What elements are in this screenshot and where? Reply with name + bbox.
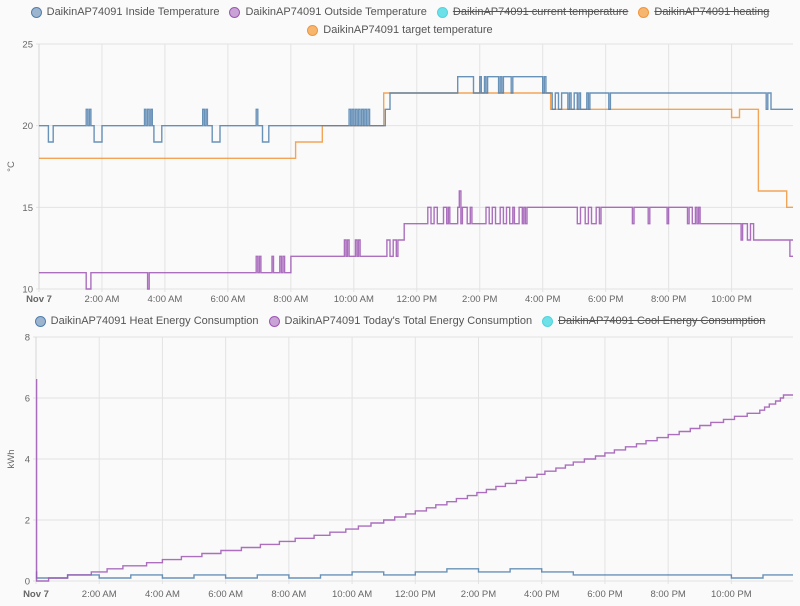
y-axis-label: kWh: [6, 450, 17, 469]
series-line-daikinap74091-target-temperature[interactable]: [39, 92, 793, 208]
x-tick-label: 12:00 PM: [395, 589, 436, 600]
y-tick-label: 20: [22, 121, 33, 132]
x-tick-label: 8:00 AM: [271, 589, 306, 600]
legend-label: DaikinAP74091 Inside Temperature: [46, 6, 220, 18]
legend-item-daikinap74091-outside-temperature[interactable]: DaikinAP74091 Outside Temperature: [229, 5, 427, 20]
x-tick-label: 6:00 PM: [588, 294, 623, 305]
x-tick-label: 4:00 PM: [525, 294, 560, 305]
x-tick-label: Nov 7: [23, 589, 49, 600]
legend-swatch-icon: [542, 316, 554, 327]
x-tick-label: 6:00 AM: [210, 294, 245, 305]
y-tick-label: 4: [25, 455, 30, 466]
series-line-daikinap74091-outside-temperature[interactable]: [39, 190, 793, 290]
y-tick-label: 25: [22, 40, 33, 51]
series-line-daikinap74091-today-s-total-energy-consumption[interactable]: [35, 379, 793, 582]
legend-swatch-icon: [638, 7, 650, 18]
y-tick-label: 2: [25, 516, 30, 527]
legend-item-daikinap74091-target-temperature[interactable]: DaikinAP74091 target temperature: [307, 23, 493, 38]
x-tick-label: 4:00 AM: [145, 589, 180, 600]
x-tick-label: 12:00 PM: [396, 294, 437, 305]
legend-label: DaikinAP74091 Cool Energy Consumption: [558, 315, 766, 327]
x-tick-label: 8:00 PM: [650, 589, 685, 600]
y-axis-label: °C: [6, 161, 17, 172]
x-tick-label: 2:00 AM: [85, 294, 120, 305]
y-tick-label: 0: [25, 577, 30, 588]
x-tick-label: 6:00 AM: [208, 589, 243, 600]
x-tick-label: 2:00 AM: [82, 589, 117, 600]
legend-label: DaikinAP74091 heating: [654, 6, 770, 18]
legend-swatch-icon: [30, 7, 42, 18]
series-line-daikinap74091-heat-energy-consumption[interactable]: [35, 568, 793, 579]
legend-item-daikinap74091-current-temperature[interactable]: DaikinAP74091 current temperature: [436, 5, 629, 20]
series-line-daikinap74091-inside-temperature[interactable]: [39, 76, 793, 143]
legend-swatch-icon: [268, 316, 280, 327]
x-tick-label: 4:00 PM: [524, 589, 559, 600]
legend-label: DaikinAP74091 target temperature: [323, 24, 493, 36]
legend-item-daikinap74091-today-s-total-energy-consumption[interactable]: DaikinAP74091 Today's Total Energy Consu…: [268, 314, 533, 329]
legend-swatch-icon: [307, 25, 319, 36]
temperature-legend: DaikinAP74091 Inside Temperature DaikinAP…: [0, 5, 800, 41]
x-tick-label: 10:00 PM: [711, 589, 752, 600]
legend-item-daikinap74091-cool-energy-consumption[interactable]: DaikinAP74091 Cool Energy Consumption: [542, 314, 765, 329]
legend-item-daikinap74091-heat-energy-consumption[interactable]: DaikinAP74091 Heat Energy Consumption: [34, 314, 259, 329]
grid: 10 15 20 25 Nov 7 2:00 AM 4:00 AM 6:00 AM 8:00 A…: [22, 40, 793, 305]
x-tick-label: 6:00 PM: [587, 589, 622, 600]
y-tick-label: 15: [22, 203, 33, 214]
x-tick-label: 10:00 AM: [332, 589, 372, 600]
x-tick-label: 10:00 AM: [334, 294, 374, 305]
x-tick-label: 8:00 AM: [273, 294, 308, 305]
legend-label: DaikinAP74091 Outside Temperature: [245, 6, 427, 18]
legend-item-daikinap74091-heating[interactable]: DaikinAP74091 heating: [638, 5, 769, 20]
y-tick-label: 8: [25, 333, 30, 344]
temperature-chart: 10 15 20 25 Nov 7 2:00 AM 4:00 AM 6:00 AM 8:00 A…: [6, 40, 793, 305]
energy-legend: DaikinAP74091 Heat Energy Consumption Dai…: [0, 314, 800, 332]
legend-swatch-icon: [34, 316, 46, 327]
legend-label: DaikinAP74091 Heat Energy Consumption: [50, 315, 259, 327]
x-tick-label: 2:00 PM: [462, 294, 497, 305]
x-tick-label: 4:00 AM: [147, 294, 182, 305]
grid: 0 2 4 6 8 Nov 7 2:00 AM 4:00 AM 6:00 AM 8:00 AM 10…: [23, 333, 793, 600]
legend-label: DaikinAP74091 Today's Total Energy Consu…: [284, 315, 533, 327]
x-tick-label: 8:00 PM: [651, 294, 686, 305]
y-tick-label: 10: [22, 285, 33, 296]
legend-item-daikinap74091-inside-temperature[interactable]: DaikinAP74091 Inside Temperature: [30, 5, 220, 20]
x-tick-label: 10:00 PM: [711, 294, 752, 305]
legend-swatch-icon: [229, 7, 241, 18]
legend-swatch-icon: [436, 7, 448, 18]
legend-label: DaikinAP74091 current temperature: [452, 6, 629, 18]
x-tick-label: Nov 7: [26, 294, 52, 305]
x-tick-label: 2:00 PM: [461, 589, 496, 600]
y-tick-label: 6: [25, 394, 30, 405]
